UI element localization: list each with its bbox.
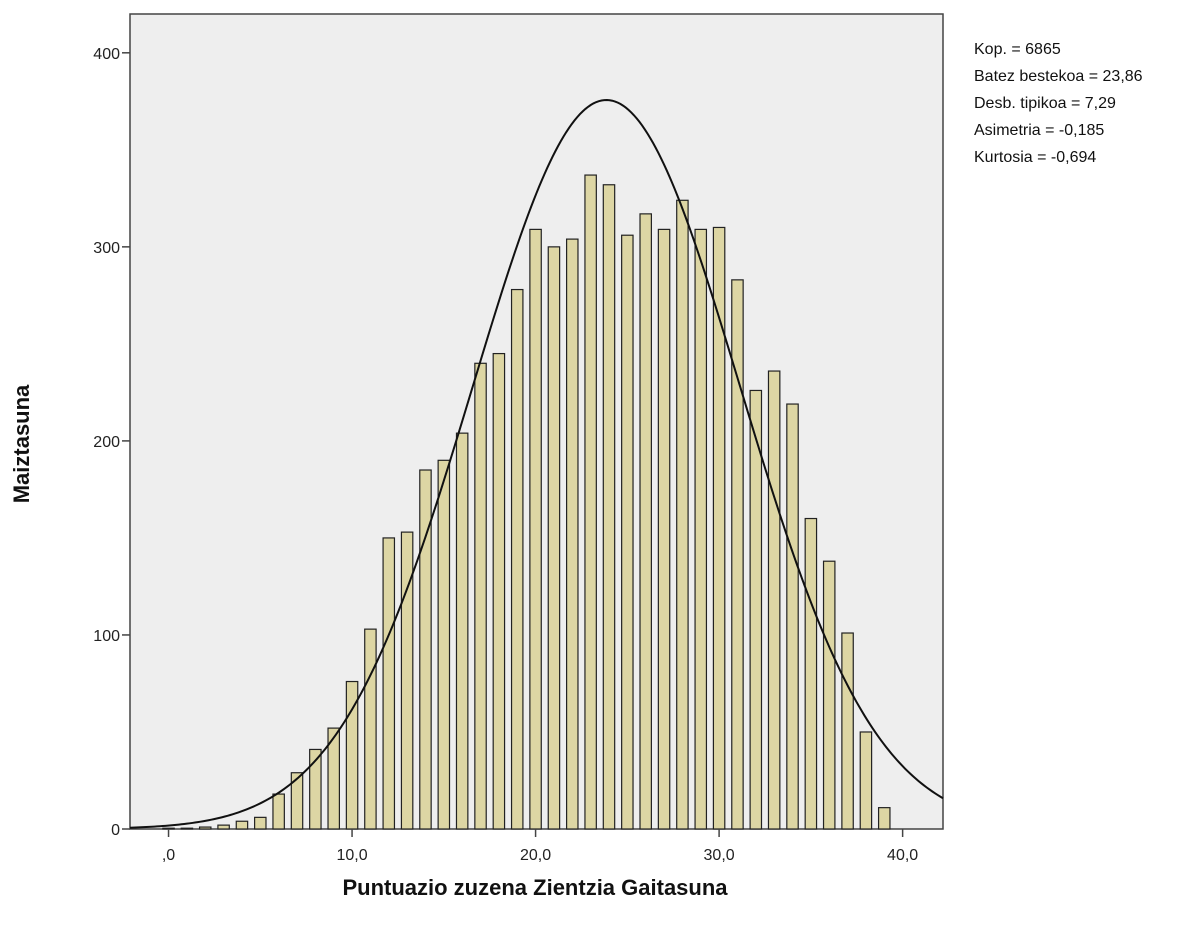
histogram-bar <box>841 632 854 830</box>
histogram-bar <box>290 772 304 830</box>
histogram-bar <box>510 288 524 830</box>
histogram-bar <box>694 228 708 830</box>
histogram-bar <box>492 352 506 830</box>
histogram-bar <box>676 199 689 830</box>
x-tick-label: 20,0 <box>520 847 551 864</box>
stat-mean: Batez bestekoa = 23,86 <box>974 68 1143 85</box>
y-tick-label: 400 <box>93 46 120 63</box>
stat-skewness: Asimetria = -0,185 <box>974 122 1105 139</box>
histogram-bar <box>822 560 836 830</box>
x-axis: ,0 10,0 20,0 30,0 40,0 <box>162 829 918 864</box>
histogram-bar <box>382 537 396 830</box>
histogram-bar <box>474 362 487 830</box>
histogram-bar <box>804 517 818 830</box>
histogram-bar <box>529 228 542 830</box>
x-axis-title: Puntuazio zuzena Zientzia Gaitasuna <box>342 875 728 900</box>
histogram-bar <box>786 403 799 830</box>
histogram-bar <box>400 531 414 830</box>
histogram-bar <box>584 174 597 830</box>
histogram-bar <box>272 793 285 830</box>
x-tick-label: 30,0 <box>704 847 735 864</box>
histogram-bar <box>547 246 561 830</box>
histogram-bar <box>198 826 212 830</box>
histogram-bar <box>877 807 891 830</box>
histogram-bar <box>731 279 744 830</box>
histogram-bar <box>162 827 175 830</box>
histogram-bar <box>180 827 194 830</box>
histogram-bar <box>217 824 230 830</box>
histogram-bar <box>749 389 763 830</box>
x-tick-label: ,0 <box>162 847 175 864</box>
histogram-bar <box>327 727 340 830</box>
y-axis: 0 100 200 300 400 <box>93 46 130 839</box>
histogram-bar <box>565 238 579 830</box>
histogram-bar <box>309 748 322 830</box>
stat-count: Kop. = 6865 <box>974 41 1061 58</box>
normal-curve <box>129 98 944 829</box>
histogram-bar <box>859 731 873 830</box>
y-tick-label: 0 <box>111 822 120 839</box>
stat-std-dev: Desb. tipikoa = 7,29 <box>974 95 1116 112</box>
histogram-bar <box>235 820 249 830</box>
y-tick-label: 100 <box>93 628 120 645</box>
y-axis-title: Maiztasuna <box>9 384 34 503</box>
x-tick-label: 40,0 <box>887 847 918 864</box>
statistics-legend: Kop. = 6865 Batez bestekoa = 23,86 Desb.… <box>974 36 1143 171</box>
histogram-bar <box>639 213 652 830</box>
bars-group <box>162 174 891 830</box>
histogram-bar <box>767 370 781 830</box>
histogram-bar <box>254 816 267 830</box>
histogram-bar <box>621 234 634 830</box>
histogram-bar <box>455 432 469 830</box>
histogram-bar <box>419 469 432 830</box>
y-tick-label: 200 <box>93 434 120 451</box>
stat-kurtosis: Kurtosia = -0,694 <box>974 149 1097 166</box>
histogram-bar <box>602 184 616 830</box>
x-tick-label: 10,0 <box>336 847 367 864</box>
histogram-bar <box>657 228 671 830</box>
y-tick-label: 300 <box>93 240 120 257</box>
histogram-bar <box>437 459 451 830</box>
histogram-bar <box>364 628 377 830</box>
